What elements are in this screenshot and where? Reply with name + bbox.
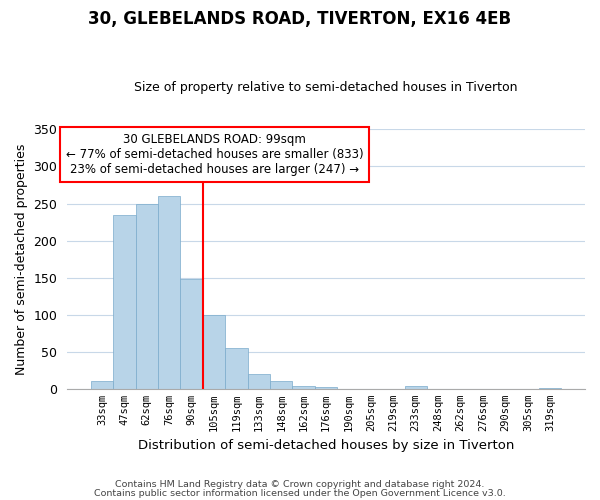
Title: Size of property relative to semi-detached houses in Tiverton: Size of property relative to semi-detach…: [134, 80, 518, 94]
Y-axis label: Number of semi-detached properties: Number of semi-detached properties: [15, 144, 28, 375]
Bar: [113, 214, 136, 389]
Bar: [248, 374, 270, 389]
Text: Contains HM Land Registry data © Crown copyright and database right 2024.: Contains HM Land Registry data © Crown c…: [115, 480, 485, 489]
Bar: [136, 204, 158, 389]
Bar: [181, 279, 203, 389]
Bar: [203, 314, 225, 389]
Bar: [292, 386, 315, 389]
Text: 30, GLEBELANDS ROAD, TIVERTON, EX16 4EB: 30, GLEBELANDS ROAD, TIVERTON, EX16 4EB: [88, 10, 512, 28]
X-axis label: Distribution of semi-detached houses by size in Tiverton: Distribution of semi-detached houses by …: [138, 440, 514, 452]
Bar: [225, 348, 248, 389]
Bar: [91, 382, 113, 389]
Bar: [404, 386, 427, 389]
Text: 30 GLEBELANDS ROAD: 99sqm
← 77% of semi-detached houses are smaller (833)
23% of: 30 GLEBELANDS ROAD: 99sqm ← 77% of semi-…: [66, 134, 364, 176]
Bar: [158, 196, 181, 389]
Bar: [539, 388, 562, 389]
Text: Contains public sector information licensed under the Open Government Licence v3: Contains public sector information licen…: [94, 489, 506, 498]
Bar: [315, 388, 337, 389]
Bar: [270, 382, 292, 389]
